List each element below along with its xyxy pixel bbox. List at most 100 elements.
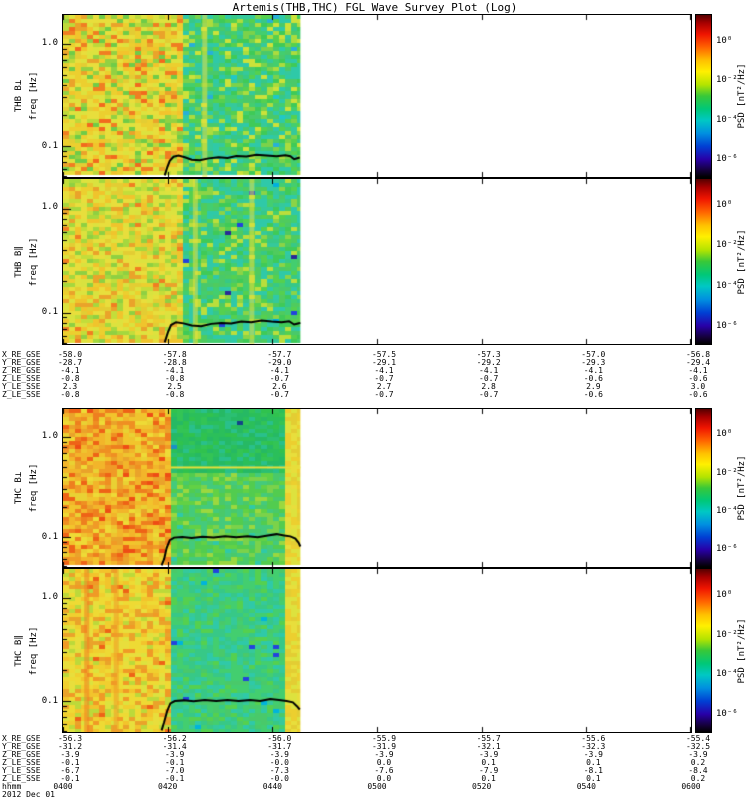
ephemeris-row-label: Y_LE_SSE (2, 766, 41, 775)
ephemeris-value: 2.9 (586, 382, 601, 391)
panel-frame-thc-bpar (62, 568, 692, 733)
colorbar-label-thb-bpar: PSD [nT²/Hz] (737, 228, 747, 295)
ephemeris-value: -0.0 (269, 774, 289, 783)
colorbar-tick-label: 10⁻⁶ (716, 544, 738, 555)
ephemeris-value: -29.0 (267, 358, 292, 367)
ephemeris-row-label: X_RE_GSE (2, 350, 41, 359)
ephemeris-value: -0.6 (688, 390, 708, 399)
ephemeris-value: 0.0 (376, 774, 392, 783)
ephemeris-value: -55.4 (685, 734, 711, 743)
ephemeris-value: -0.8 (165, 374, 185, 383)
ephemeris-row-label: Y_RE_GSE (2, 358, 41, 367)
colorbar-tick-label: 10⁻⁶ (716, 153, 738, 164)
ephemeris-value: -31.4 (162, 742, 187, 751)
colorbar-thc-bperp (695, 408, 712, 568)
colorbar-tick-label: 10⁻² (716, 467, 738, 478)
ephemeris-value: -0.6 (583, 390, 603, 399)
ephemeris-value: -3.9 (60, 750, 80, 759)
colorbar-tick-label: 10⁻⁴ (716, 280, 738, 291)
ephemeris-value: -0.1 (60, 774, 80, 783)
ephemeris-value: 0.2 (690, 758, 706, 767)
colorbar-tick-label: 10⁻⁶ (716, 708, 738, 719)
spectrogram-thc-bperp (63, 409, 691, 567)
ephemeris-value: -4.1 (374, 366, 394, 375)
ephemeris-row-label: Y_LE_SSE (2, 382, 41, 391)
ephemeris-value: 0.2 (690, 774, 706, 783)
ephemeris-value: -0.7 (479, 390, 499, 399)
ephemeris-row-label: Y_RE_GSE (2, 742, 41, 751)
freq-axis-label-thb-bpar: freq [Hz] (29, 237, 39, 286)
ephemeris-value: -28.7 (57, 358, 83, 367)
ephemeris-value: -0.7 (374, 374, 394, 383)
colorbar-thb-bpar (695, 178, 712, 345)
ephemeris-value: 0.1 (586, 774, 601, 783)
ephemeris-value: -4.1 (60, 366, 80, 375)
ephemeris-value: -8.1 (583, 766, 603, 775)
panel-label-thb-bperp: THB B⊥ (14, 79, 24, 113)
ephemeris-value: -0.7 (479, 374, 499, 383)
ephemeris-value: -0.7 (269, 374, 289, 383)
ephemeris-value: -56.3 (57, 734, 83, 743)
colorbar-tick-label: 10⁻⁶ (716, 320, 738, 331)
ephemeris-value: -0.1 (165, 758, 185, 767)
freq-tick-label: 0.1 (41, 307, 58, 318)
ephemeris-value: -32.1 (476, 742, 501, 751)
ephemeris-value: -29.2 (476, 358, 501, 367)
ephemeris-value: -31.9 (371, 742, 397, 751)
panel-label-thc-bpar: THC B∥ (14, 634, 24, 667)
ephemeris-value: -0.8 (60, 390, 80, 399)
ephemeris-value: -0.6 (688, 374, 708, 383)
ephemeris-row-label: Z_LE_SSE (2, 758, 41, 767)
ephemeris-value: -0.1 (165, 774, 185, 783)
ephemeris-value: -55.6 (581, 734, 606, 743)
time-tick-label: 0500 (367, 782, 387, 791)
ephemeris-row-label: Z_RE_GSE (2, 750, 41, 759)
ephemeris-value: -4.1 (269, 366, 289, 375)
colorbar-tick-label: 10⁰ (716, 590, 733, 601)
freq-tick-label: 0.1 (41, 695, 58, 706)
date-label: 2012 Dec 01 (2, 790, 55, 799)
ephemeris-value: -32.3 (581, 742, 606, 751)
colorbar-thc-bpar (695, 568, 712, 733)
ephemeris-value: -57.3 (476, 350, 501, 359)
ephemeris-value: 2.5 (167, 382, 182, 391)
ephemeris-value: -8.4 (688, 766, 708, 775)
colorbar-tick-label: 10⁰ (716, 429, 733, 440)
ephemeris-row-label: Z_LE_SSE (2, 390, 41, 399)
ephemeris-value: 0.1 (481, 758, 496, 767)
ephemeris-value: 3.0 (690, 382, 706, 391)
ephemeris-value: -55.9 (371, 734, 397, 743)
colorbar-label-thc-bperp: PSD [nT²/Hz] (737, 455, 747, 521)
spectrogram-thb-bpar (63, 179, 691, 344)
ephemeris-value: -56.0 (267, 734, 292, 743)
time-tick-label: 0440 (262, 782, 282, 791)
ephemeris-row-label: Z_RE_GSE (2, 366, 41, 375)
spectrogram-thb-bperp (63, 15, 691, 177)
panel-frame-thc-bperp (62, 408, 692, 568)
ephemeris-value: -3.9 (583, 750, 603, 759)
plot-title: Artemis(THB,THC) FGL Wave Survey Plot (L… (232, 1, 518, 14)
panel-frame-thb-bpar (62, 178, 692, 345)
ephemeris-value: -3.9 (479, 750, 499, 759)
ephemeris-value: -29.1 (371, 358, 397, 367)
ephemeris-value: 2.3 (62, 382, 78, 391)
ephemeris-value: -32.5 (685, 742, 711, 751)
ephemeris-row-label: Z_LE_SSE (2, 774, 41, 783)
ephemeris-row-label: Z_LE_SSE (2, 374, 41, 383)
ephemeris-value: -3.9 (688, 750, 708, 759)
ephemeris-value: -0.8 (60, 374, 80, 383)
ephemeris-value: -3.9 (374, 750, 394, 759)
ephemeris-value: -57.0 (581, 350, 606, 359)
panel-label-thb-bpar: THB B∥ (14, 245, 24, 278)
colorbar-tick-label: 10⁰ (716, 35, 733, 46)
freq-axis-label-thc-bperp: freq [Hz] (29, 463, 39, 513)
ephemeris-value: -4.1 (165, 366, 185, 375)
ephemeris-value: 0.0 (376, 758, 392, 767)
ephemeris-value: -0.1 (60, 758, 80, 767)
ephemeris-value: -58.0 (57, 350, 83, 359)
ephemeris-value: -29.4 (685, 358, 711, 367)
panel-frame-thb-bperp (62, 14, 692, 178)
freq-tick-label: 1.0 (41, 591, 58, 602)
time-tick-label: 0540 (576, 782, 596, 791)
